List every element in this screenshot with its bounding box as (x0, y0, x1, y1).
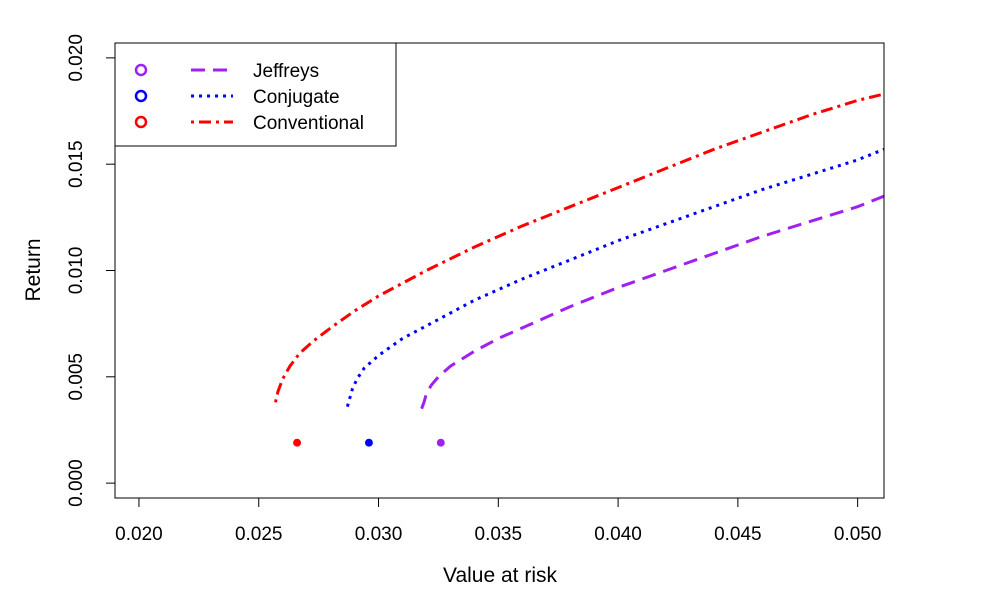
x-tick-label: 0.020 (115, 524, 163, 545)
series-point-conventional (293, 438, 302, 447)
x-tick-label: 0.035 (475, 524, 523, 545)
legend-marker-jeffreys (134, 63, 148, 77)
legend-marker-conjugate (134, 89, 148, 103)
x-tick-label: 0.045 (714, 524, 762, 545)
legend-box (114, 42, 397, 147)
series-line-jeffreys (420, 194, 884, 410)
x-tick-label: 0.025 (235, 524, 283, 545)
legend-label-conjugate: Conjugate (253, 87, 340, 108)
series-line-conjugate (345, 147, 884, 408)
y-tick-label: 0.020 (66, 34, 87, 82)
y-tick-label: 0.000 (66, 459, 87, 507)
y-tick-label: 0.015 (66, 140, 87, 188)
y-axis-title: Return (22, 238, 45, 301)
series-point-conjugate (364, 438, 373, 447)
series-point-jeffreys (436, 438, 445, 447)
legend-label-conventional: Conventional (253, 113, 364, 134)
plot-layer (274, 92, 884, 447)
x-tick-label: 0.030 (355, 524, 403, 545)
x-axis: 0.020 0.025 0.030 0.035 0.040 0.045 0.050 (115, 497, 882, 545)
x-tick-label: 0.040 (594, 524, 642, 545)
legend: Jeffreys Conjugate Conventional (114, 42, 397, 147)
y-tick-label: 0.010 (66, 247, 87, 295)
series-line-conventional (274, 92, 884, 403)
x-axis-title: Value at risk (443, 564, 557, 587)
series-layer (274, 92, 884, 447)
y-axis: 0.000 0.005 0.010 0.015 0.020 (66, 34, 116, 507)
x-tick-label: 0.050 (834, 524, 882, 545)
legend-marker-conventional (134, 115, 148, 129)
y-tick-label: 0.005 (66, 353, 87, 401)
legend-label-jeffreys: Jeffreys (253, 61, 319, 82)
